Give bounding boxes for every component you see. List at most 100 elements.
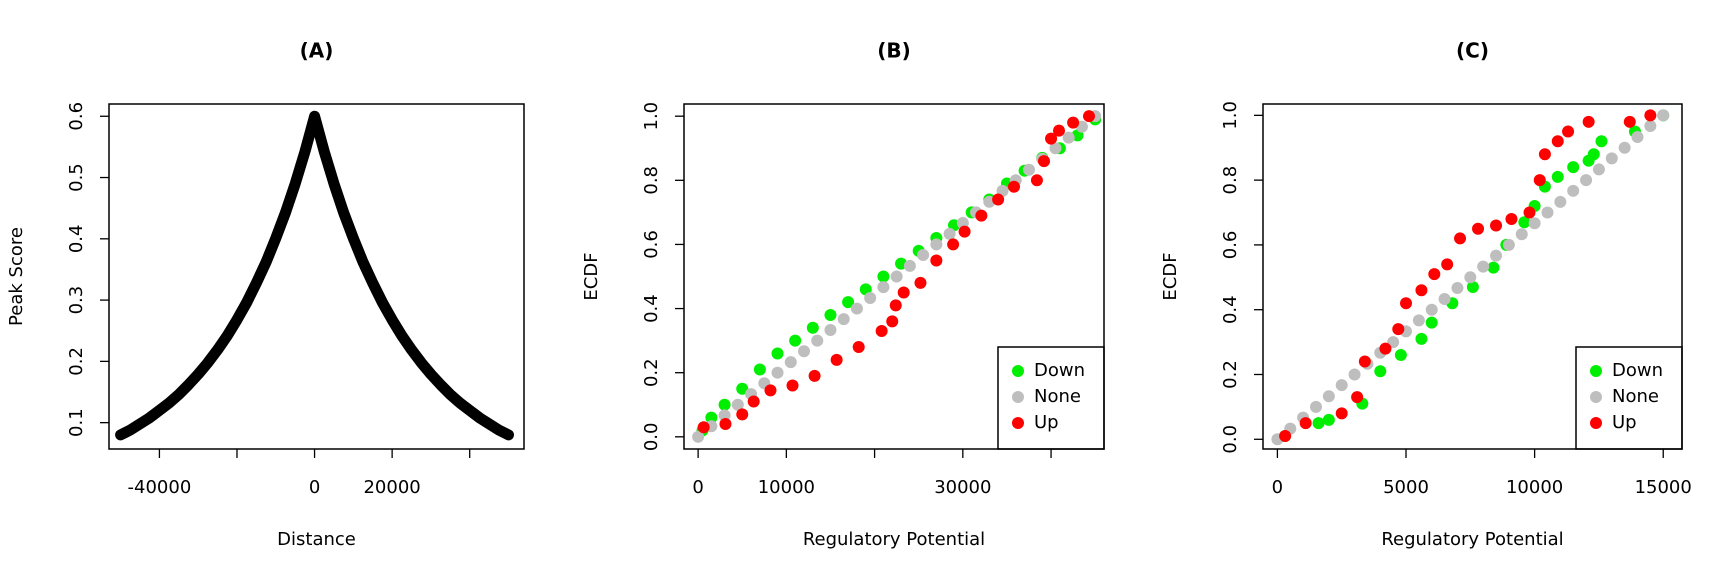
point bbox=[1567, 184, 1580, 197]
point bbox=[1049, 142, 1062, 155]
point bbox=[1587, 148, 1600, 161]
point bbox=[1490, 219, 1503, 232]
point bbox=[1425, 303, 1438, 316]
point bbox=[789, 334, 802, 347]
point bbox=[930, 238, 943, 251]
point bbox=[1030, 174, 1043, 187]
point bbox=[1592, 163, 1605, 176]
point bbox=[718, 398, 731, 411]
point bbox=[1309, 400, 1322, 413]
point bbox=[1644, 109, 1657, 122]
point bbox=[864, 291, 877, 304]
point bbox=[877, 270, 890, 283]
y-axis-title: ECDF bbox=[1160, 252, 1181, 300]
point bbox=[875, 325, 888, 338]
point bbox=[903, 259, 916, 272]
point bbox=[850, 302, 863, 315]
x-tick-label: 0 bbox=[309, 477, 320, 498]
x-tick-label: 20000 bbox=[363, 477, 420, 498]
y-tick-label: 0.1 bbox=[66, 408, 87, 437]
chart-title: (C) bbox=[1456, 39, 1489, 63]
plot-frame bbox=[108, 103, 525, 450]
legend-marker bbox=[1590, 391, 1602, 403]
y-tick-label: 0.0 bbox=[641, 422, 662, 451]
point bbox=[1551, 170, 1564, 183]
point bbox=[914, 276, 927, 289]
point bbox=[1392, 323, 1405, 336]
point bbox=[1374, 365, 1387, 378]
point bbox=[1472, 222, 1485, 235]
point bbox=[1567, 161, 1580, 174]
point bbox=[1351, 391, 1364, 404]
point bbox=[1538, 148, 1551, 161]
y-tick-label: 0.4 bbox=[66, 224, 87, 253]
point bbox=[897, 286, 910, 299]
point bbox=[930, 254, 943, 267]
point bbox=[697, 421, 710, 434]
y-tick-label: 0.0 bbox=[1220, 425, 1241, 454]
point bbox=[947, 238, 960, 251]
point bbox=[1631, 131, 1644, 144]
point bbox=[1518, 216, 1531, 229]
point bbox=[1400, 297, 1413, 310]
point bbox=[1477, 260, 1490, 273]
point bbox=[1515, 228, 1528, 241]
point bbox=[824, 308, 837, 321]
point bbox=[705, 411, 718, 424]
y-tick-label: 1.0 bbox=[1220, 101, 1241, 130]
point bbox=[1394, 349, 1407, 362]
point bbox=[764, 384, 777, 397]
point bbox=[852, 341, 865, 354]
point bbox=[1466, 281, 1479, 294]
point bbox=[1412, 314, 1425, 327]
y-tick-label: 0.6 bbox=[66, 102, 87, 131]
point bbox=[830, 353, 843, 366]
point bbox=[747, 395, 760, 408]
point bbox=[1502, 238, 1515, 251]
point bbox=[1425, 316, 1438, 329]
point bbox=[1428, 268, 1441, 281]
point bbox=[798, 345, 810, 358]
point bbox=[1322, 390, 1335, 403]
point bbox=[1358, 355, 1371, 368]
x-tick-label: 10000 bbox=[758, 477, 815, 498]
point bbox=[1008, 180, 1020, 193]
x-tick-label: 10000 bbox=[1506, 477, 1563, 498]
legend-label: None bbox=[1612, 386, 1659, 407]
plot-frame bbox=[683, 103, 1105, 450]
legend-label: Up bbox=[1612, 412, 1637, 433]
legend-label: None bbox=[1034, 386, 1081, 407]
y-tick-label: 0.8 bbox=[641, 166, 662, 195]
legend-marker bbox=[1590, 417, 1602, 429]
legend-label: Down bbox=[1612, 360, 1663, 381]
y-tick-label: 0.4 bbox=[641, 294, 662, 323]
point bbox=[1582, 115, 1595, 128]
point bbox=[719, 417, 732, 430]
point bbox=[975, 209, 988, 222]
point bbox=[808, 369, 821, 382]
plot-frame bbox=[1262, 103, 1683, 450]
x-axis-title: Regulatory Potential bbox=[803, 529, 985, 550]
point bbox=[1541, 206, 1554, 219]
y-tick-label: 0.8 bbox=[1220, 166, 1241, 195]
point bbox=[1562, 125, 1575, 138]
point bbox=[1487, 261, 1500, 274]
point bbox=[1415, 284, 1428, 297]
legend-label: Up bbox=[1034, 412, 1059, 433]
point bbox=[1062, 131, 1075, 144]
point bbox=[1083, 110, 1095, 123]
x-tick-label: 30000 bbox=[934, 477, 991, 498]
point bbox=[784, 356, 797, 369]
point bbox=[1505, 213, 1518, 225]
y-tick-label: 0.6 bbox=[641, 230, 662, 259]
y-axis-title: Peak Score bbox=[6, 227, 27, 326]
y-tick-label: 1.0 bbox=[641, 102, 662, 131]
point bbox=[1454, 232, 1467, 245]
x-axis-title: Regulatory Potential bbox=[1381, 529, 1563, 550]
point bbox=[806, 321, 819, 334]
point bbox=[1348, 368, 1361, 381]
x-tick-label: -40000 bbox=[128, 477, 192, 498]
y-tick-label: 0.6 bbox=[1220, 231, 1241, 260]
